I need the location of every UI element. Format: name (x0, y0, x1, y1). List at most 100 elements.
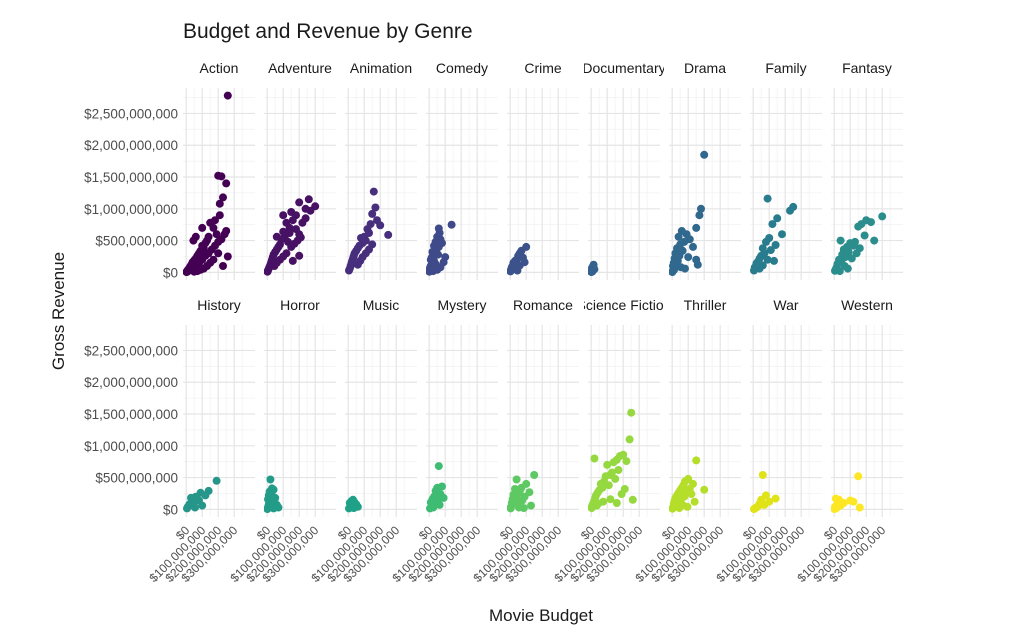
facet-label: Science Fiction (577, 297, 672, 313)
data-point (683, 502, 692, 511)
facet-label: History (197, 297, 241, 313)
data-point (692, 456, 701, 465)
data-point (695, 211, 704, 220)
data-point (669, 268, 677, 277)
data-point (306, 206, 315, 215)
facet-points (669, 150, 709, 277)
data-point (689, 242, 697, 251)
facet-panel: Drama (669, 60, 741, 280)
data-point (855, 503, 864, 512)
facet-panel: Comedy (426, 60, 498, 280)
data-point (198, 223, 207, 232)
facet-points (588, 408, 637, 513)
data-point (212, 476, 221, 485)
data-point (279, 211, 288, 220)
data-point (835, 267, 844, 276)
data-point (376, 221, 385, 230)
facet-panel: Family (750, 60, 822, 280)
data-point (439, 258, 448, 267)
data-point (285, 229, 294, 237)
facet-points (750, 471, 780, 514)
y-tick-label: $1,000,000,000 (84, 202, 178, 217)
facet-label: Animation (350, 60, 412, 76)
data-point (854, 222, 863, 231)
facet-panel: Music$0$100,000,000$200,000,000$300,000,… (309, 297, 417, 585)
data-point (217, 172, 226, 181)
data-point (507, 504, 515, 513)
data-point (369, 187, 378, 196)
data-point (301, 214, 310, 223)
facet-panel: Fantasy (831, 60, 903, 280)
data-point (222, 227, 231, 235)
facet-points (345, 187, 393, 275)
facet-panel: Thriller$0$100,000,000$200,000,000$300,0… (633, 297, 741, 585)
data-point (295, 198, 304, 207)
facet-panel: Western$0$100,000,000$200,000,000$300,00… (795, 297, 903, 585)
data-point (768, 220, 777, 229)
data-point (588, 268, 596, 277)
data-point (697, 204, 705, 213)
data-point (288, 216, 297, 225)
facet-panel: Horror$0$100,000,000$200,000,000$300,000… (228, 297, 336, 585)
facet-points (831, 212, 887, 276)
data-point (223, 252, 232, 261)
y-axis-label: Gross Revenue (49, 252, 68, 370)
data-point (447, 220, 456, 229)
data-point (183, 268, 191, 277)
facet-label: Western (841, 297, 893, 313)
data-point (272, 232, 281, 241)
data-point (622, 457, 631, 466)
data-point (750, 505, 758, 514)
facet-points (426, 462, 448, 513)
facet-label: Action (200, 60, 239, 76)
data-point (843, 264, 852, 273)
facet-points (507, 471, 539, 513)
data-point (614, 466, 623, 474)
facet-label: Drama (684, 60, 726, 76)
data-point (849, 241, 858, 250)
data-point (222, 179, 231, 188)
data-point (368, 209, 377, 218)
data-point (296, 233, 305, 242)
facet-label: Family (765, 60, 806, 76)
facet-panel: History $0 $500,000,000 $1,000,000,000 $1,50… (84, 297, 255, 585)
facet-points (183, 91, 232, 277)
facet-panel: War$0$100,000,000$200,000,000$300,000,00… (714, 297, 822, 585)
y-tick-label: $500,000,000 (95, 471, 178, 486)
data-point (201, 491, 210, 500)
data-point (847, 254, 856, 263)
facet-points (264, 195, 320, 276)
data-point (198, 501, 207, 510)
data-point (384, 230, 393, 239)
data-point (786, 206, 794, 215)
data-point (209, 223, 218, 232)
data-point (519, 504, 528, 513)
data-point (628, 495, 637, 504)
data-point (674, 232, 683, 241)
data-point (215, 211, 224, 220)
data-point (512, 475, 521, 484)
data-point (758, 471, 767, 479)
data-point (426, 504, 434, 513)
y-tick-label: $1,000,000,000 (84, 439, 178, 454)
data-point (778, 230, 786, 239)
data-point (852, 249, 861, 258)
data-point (831, 505, 839, 514)
data-point (606, 495, 615, 504)
facet-label: Romance (513, 297, 573, 313)
data-point (214, 249, 223, 258)
data-point (371, 203, 380, 212)
data-point (304, 195, 313, 204)
data-point (266, 475, 275, 484)
data-point (849, 497, 858, 506)
data-point (604, 481, 613, 490)
data-point (435, 500, 444, 509)
data-point (867, 218, 875, 227)
data-point (766, 246, 775, 255)
data-point (270, 262, 279, 270)
facet-panel: Animation (345, 60, 417, 280)
data-point (426, 267, 434, 276)
y-tick-label: $500,000,000 (95, 234, 178, 249)
data-point (295, 251, 304, 260)
data-point (627, 408, 636, 417)
